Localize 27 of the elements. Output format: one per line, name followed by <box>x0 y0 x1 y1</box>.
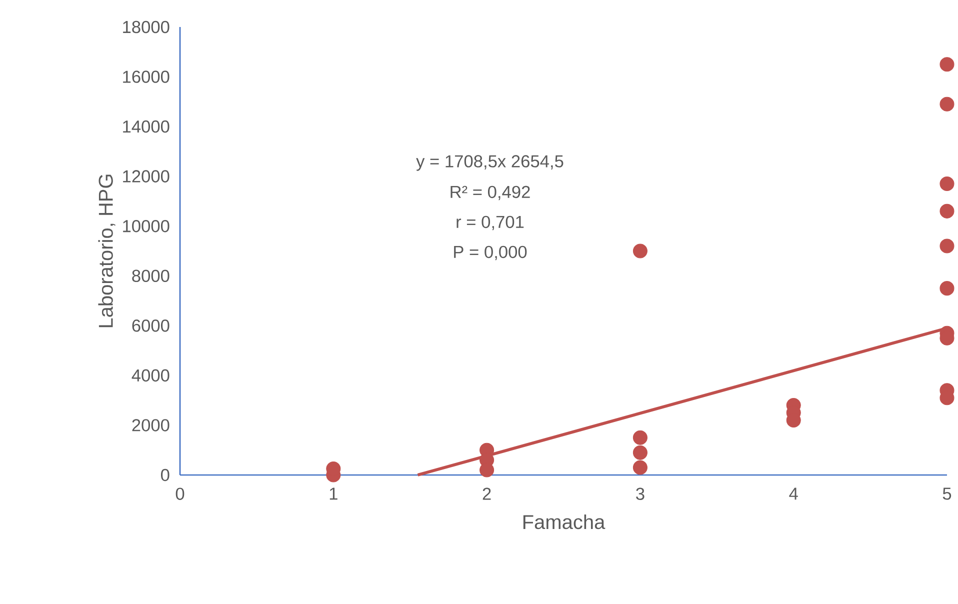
annotation: r = 0,701 <box>456 216 524 230</box>
y-tick-label: 16000 <box>123 70 170 83</box>
x-tick-label: 5 <box>942 488 952 500</box>
x-axis-title: Famacha <box>523 514 606 530</box>
x-tick-label: 0 <box>176 488 184 500</box>
y-tick-label: 12000 <box>123 170 170 182</box>
x-tick-label: 2 <box>482 488 491 500</box>
point <box>480 462 494 478</box>
y-tick-label: 2000 <box>132 419 170 432</box>
y-tick-label: 10000 <box>123 220 170 232</box>
y-tick-label: 18000 <box>123 20 170 34</box>
y-tick-label: 6000 <box>132 320 170 332</box>
point <box>632 460 648 475</box>
x-tick-label: 3 <box>636 488 644 500</box>
x-tick-label: 1 <box>330 488 338 500</box>
y-tick-label: 0 <box>160 468 170 482</box>
annotation: P = 0,000 <box>454 246 527 260</box>
y-tick-label: 8000 <box>132 270 170 282</box>
y-tick-label: 4000 <box>132 369 170 382</box>
annotation: R² = 0,492 <box>450 186 530 200</box>
y-axis-title: Laboratorio, HPG <box>98 174 116 328</box>
y-tick-label: 14000 <box>123 120 170 133</box>
annotation: y = 1708,5x 2654,5 <box>416 155 564 171</box>
x-tick-label: 4 <box>789 488 798 500</box>
point <box>632 430 648 445</box>
point <box>632 244 648 258</box>
point <box>632 445 648 460</box>
